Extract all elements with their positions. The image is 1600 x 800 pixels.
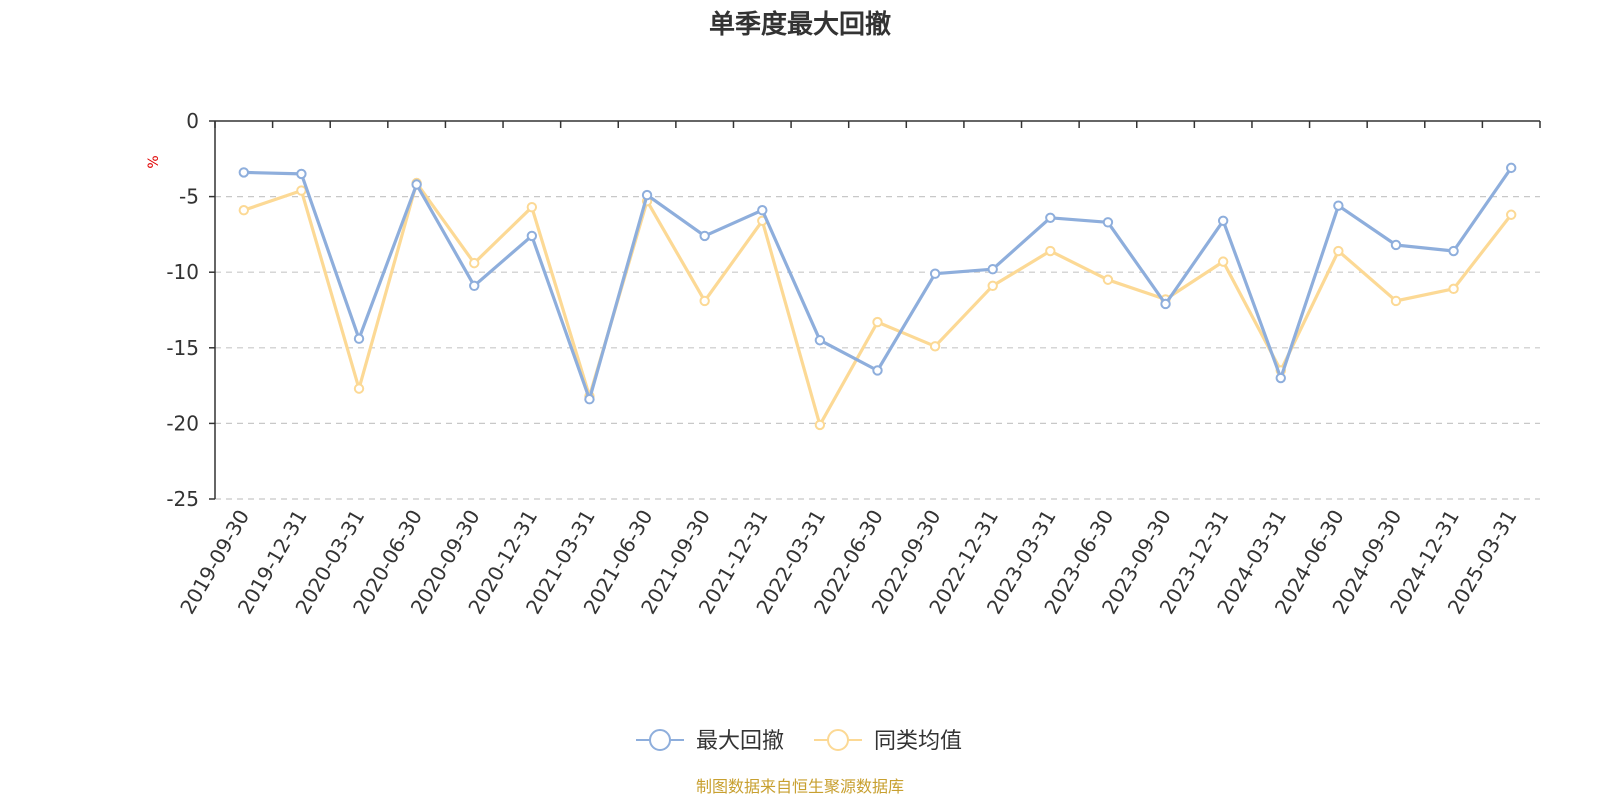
data-point[interactable]: [1448, 283, 1459, 295]
grid-lines: [215, 196, 1540, 500]
data-point[interactable]: [1102, 217, 1114, 228]
data-point[interactable]: [987, 263, 998, 275]
legend-label-2: 同类均值: [874, 729, 962, 754]
data-point[interactable]: [1390, 239, 1402, 251]
data-point[interactable]: [1333, 245, 1344, 257]
data-point[interactable]: [1217, 256, 1229, 267]
data-point[interactable]: [469, 257, 480, 269]
data-point[interactable]: [1045, 245, 1056, 257]
data-point[interactable]: [469, 280, 480, 292]
x-tick-labels: 2019-09-302019-12-312020-03-312020-06-30…: [175, 505, 1521, 618]
data-point[interactable]: [814, 335, 826, 346]
legend-label-1: 最大回撤: [696, 729, 784, 754]
data-point[interactable]: [1390, 295, 1402, 307]
data-point[interactable]: [814, 419, 826, 431]
series-2: [238, 177, 1517, 431]
chart-title: 单季度最大回撤: [709, 9, 891, 40]
y-tick-label: -20: [166, 411, 199, 435]
data-point[interactable]: [411, 179, 422, 190]
legend-item-series-1[interactable]: 最大回撤: [636, 729, 784, 754]
data-point[interactable]: [699, 230, 710, 242]
data-point[interactable]: [296, 185, 307, 196]
data-point[interactable]: [584, 394, 595, 405]
data-point[interactable]: [353, 333, 365, 344]
series-1: [238, 162, 1517, 405]
legend[interactable]: 最大回撤 同类均值: [636, 729, 962, 754]
y-tick-labels: 0 -5 -10 -15 -20 -25: [166, 109, 199, 511]
data-point[interactable]: [1102, 274, 1114, 285]
legend-marker-1: [649, 729, 671, 751]
data-point[interactable]: [641, 189, 653, 201]
data-source-note: 制图数据来自恒生聚源数据库: [696, 777, 904, 796]
data-point[interactable]: [1333, 200, 1344, 211]
data-point[interactable]: [526, 230, 538, 242]
legend-item-series-2[interactable]: 同类均值: [814, 729, 962, 754]
y-tick-label: -25: [166, 487, 199, 511]
data-point[interactable]: [1217, 215, 1229, 226]
data-point[interactable]: [872, 365, 883, 376]
data-point[interactable]: [987, 280, 998, 292]
data-point[interactable]: [1160, 298, 1171, 310]
data-point[interactable]: [296, 168, 307, 180]
series-lines: [238, 162, 1517, 431]
y-tick-label: 0: [186, 109, 199, 133]
y-axis-unit: %: [146, 155, 162, 168]
data-point[interactable]: [929, 268, 941, 279]
data-point[interactable]: [526, 201, 538, 213]
axes: [209, 120, 1541, 500]
data-point[interactable]: [699, 295, 710, 307]
data-point[interactable]: [1448, 245, 1459, 257]
y-tick-label: -10: [166, 260, 199, 284]
data-point[interactable]: [1045, 212, 1056, 223]
data-point[interactable]: [757, 205, 768, 216]
data-point[interactable]: [1275, 372, 1286, 384]
data-point[interactable]: [353, 383, 365, 394]
data-point[interactable]: [1505, 162, 1517, 174]
data-point[interactable]: [872, 316, 883, 328]
data-point[interactable]: [238, 167, 250, 178]
y-tick-label: -5: [179, 185, 199, 209]
legend-marker-2: [827, 729, 849, 751]
data-point[interactable]: [1505, 209, 1517, 220]
series-line-2: [243, 181, 1513, 427]
data-point[interactable]: [238, 205, 250, 216]
y-tick-label: -15: [166, 336, 199, 360]
data-point[interactable]: [929, 341, 941, 352]
